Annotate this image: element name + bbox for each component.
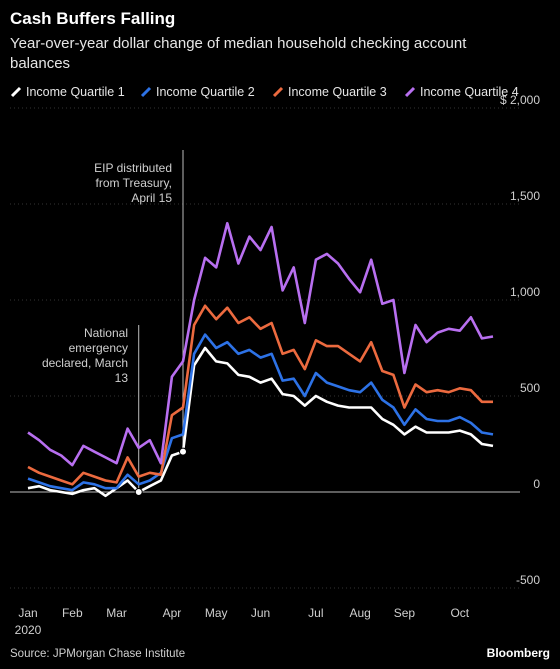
legend-swatch (140, 86, 152, 98)
x-tick-label: Jun (251, 606, 270, 620)
annotation-text: EIP distributed (94, 161, 172, 175)
series-line (27, 304, 493, 486)
annotation-text: emergency (69, 341, 128, 355)
y-tick-label: 1,500 (510, 189, 540, 203)
x-tick-label: Jul (308, 606, 323, 620)
legend-label: Income Quartile 3 (288, 85, 387, 99)
x-tick-label: Aug (349, 606, 370, 620)
x-tick-label: May (205, 606, 228, 620)
series-line (27, 333, 494, 492)
brand: Bloomberg (487, 646, 550, 660)
x-tick-label: Apr (163, 606, 182, 620)
y-tick-label: -500 (516, 573, 540, 587)
x-tick-label: Sep (394, 606, 416, 620)
x-tick-label: Jan (18, 606, 37, 620)
legend-swatch (272, 86, 284, 98)
legend-label: Income Quartile 4 (420, 85, 519, 99)
x-year-label: 2020 (15, 623, 42, 637)
x-tick-label: Feb (62, 606, 83, 620)
x-tick-label: Mar (106, 606, 127, 620)
chart-subtitle: balances (10, 55, 70, 72)
y-tick-label: 1,000 (510, 285, 540, 299)
x-tick-label: Oct (450, 606, 469, 620)
y-tick-label: $ 2,000 (500, 93, 540, 107)
legend-swatch (10, 86, 22, 98)
series-line (27, 221, 494, 467)
source: Source: JPMorgan Chase Institute (10, 648, 185, 660)
annotation-text: from Treasury, (96, 176, 172, 190)
series-line (27, 346, 494, 498)
annotation-text: April 15 (131, 191, 172, 205)
annotation-dot (134, 488, 143, 496)
annotation-dot (179, 447, 187, 456)
chart-subtitle: Year-over-year dollar change of median h… (10, 35, 467, 52)
annotation-text: declared, March (42, 356, 128, 370)
legend-swatch (404, 86, 416, 98)
annotation-text: 13 (115, 371, 129, 385)
y-tick-label: 500 (520, 381, 540, 395)
legend-label: Income Quartile 2 (156, 85, 255, 99)
legend-label: Income Quartile 1 (26, 85, 125, 99)
chart-title: Cash Buffers Falling (10, 9, 175, 28)
annotation-text: National (84, 326, 128, 340)
y-tick-label: 0 (533, 477, 540, 491)
